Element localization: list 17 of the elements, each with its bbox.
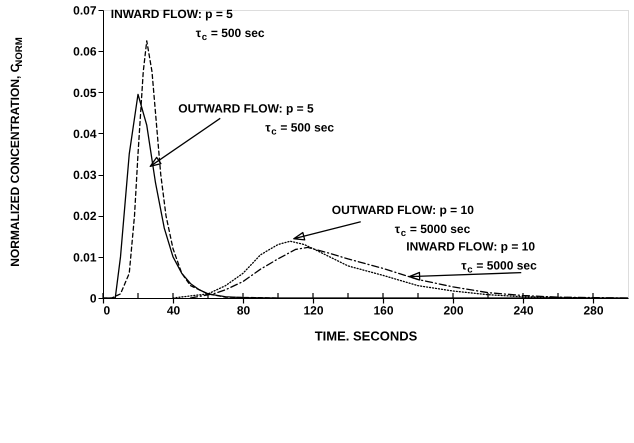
y-tick-label: 0.05 [73,86,97,100]
y-tick-label: 0.06 [73,44,97,59]
y-tick-label: 0.01 [73,250,97,264]
x-tick-label: 40 [166,304,180,318]
y-tick-label: 0.07 [73,4,97,18]
x-tick-label: 240 [513,304,534,318]
x-tick-label: 120 [303,304,324,318]
x-tick-label: 160 [373,304,394,318]
x-tick-label: 0 [104,304,110,318]
x-tick-label: 200 [443,304,464,318]
y-tick-label: 0.03 [73,168,97,182]
x-tick-label: 80 [236,304,250,318]
y-tick-label: 0.02 [73,209,97,224]
x-axis-title: TIME. SECONDS [314,328,418,344]
x-tick-label: 280 [583,304,604,318]
y-tick-label: 0 [90,292,97,306]
y-tick-label: 0.04 [73,126,97,141]
